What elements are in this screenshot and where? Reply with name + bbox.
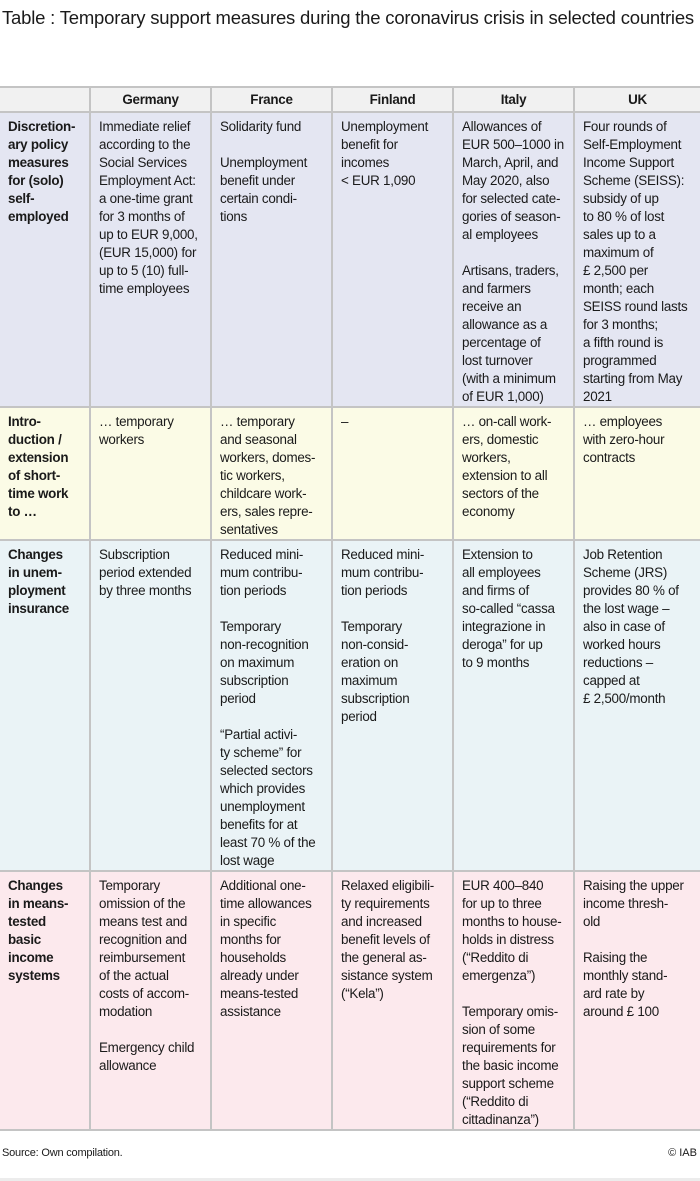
row-label: Intro- duction / extension of short- tim… (8, 414, 69, 519)
table-cell: … employees with zero-hour contracts (573, 407, 700, 540)
table-cell: – (331, 407, 453, 540)
column-header-germany: Germany (89, 87, 211, 112)
table-row-basic-income: Changes in means- tested basic income sy… (0, 871, 700, 1130)
table-cell: Relaxed eligibili- ty requirements and i… (331, 871, 453, 1130)
table-cell: Immediate relief according to the Social… (89, 112, 211, 407)
column-header-france: France (210, 87, 332, 112)
table-row-unemployment-insurance: Changes in unem- ployment insurance Subs… (0, 540, 700, 871)
bottom-divider (0, 1178, 700, 1181)
support-measures-table: Germany France Finland Italy UK Discreti… (0, 86, 700, 1131)
copyright: © IAB (668, 1147, 697, 1159)
table-cell: … on-call work- ers, domestic workers, e… (452, 407, 574, 540)
table-cell: Additional one- time allowances in speci… (210, 871, 332, 1130)
row-label: Changes in means- tested basic income sy… (8, 878, 69, 983)
header-row: Germany France Finland Italy UK (0, 87, 700, 112)
table-cell: Unemployment benefit for incomes < EUR 1… (331, 112, 453, 407)
table-cell: Reduced mini- mum contribu- tion periods… (210, 540, 332, 871)
row-label: Discretion- ary policy measures for (sol… (8, 119, 76, 224)
table-title: Table : Temporary support measures durin… (2, 7, 694, 28)
table-cell: … temporary and seasonal workers, domes-… (210, 407, 332, 540)
column-header-finland: Finland (331, 87, 453, 112)
row-label: Changes in unem- ployment insurance (8, 547, 70, 616)
table-cell: Reduced mini- mum contribu- tion periods… (331, 540, 453, 871)
table-cell: … temporary workers (89, 407, 211, 540)
source-note: Source: Own compilation. (2, 1147, 123, 1159)
table-row-short-time-work: Intro- duction / extension of short- tim… (0, 407, 700, 540)
column-header-italy: Italy (452, 87, 574, 112)
table-cell: Solidarity fund Unemployment benefit und… (210, 112, 332, 407)
table-cell: Extension to all employees and firms of … (452, 540, 574, 871)
table-cell: Subscription period extended by three mo… (89, 540, 211, 871)
table-cell: Raising the upper income thresh- old Rai… (573, 871, 700, 1130)
table-cell: Temporary omission of the means test and… (89, 871, 211, 1130)
column-header-uk: UK (573, 87, 700, 112)
column-header-empty (0, 87, 90, 112)
table-row-self-employed: Discretion- ary policy measures for (sol… (0, 112, 700, 407)
table-cell: Allowances of EUR 500–1000 in March, Apr… (452, 112, 574, 407)
table-cell: Four rounds of Self-Employment Income Su… (573, 112, 700, 407)
table-cell: EUR 400–840 for up to three months to ho… (452, 871, 574, 1130)
table-cell: Job Retention Scheme (JRS) provides 80 %… (573, 540, 700, 871)
